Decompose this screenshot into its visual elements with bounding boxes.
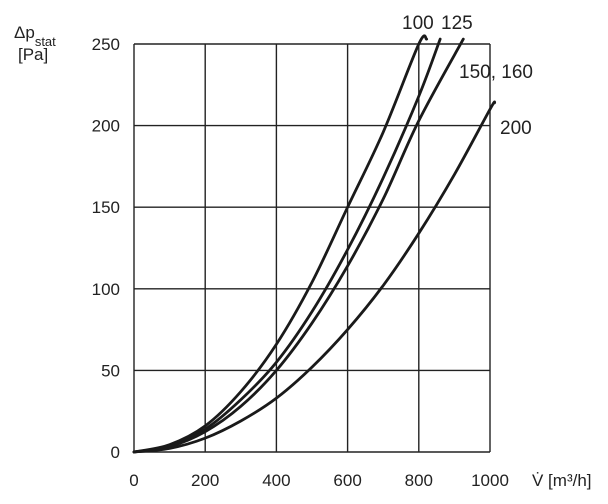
y-axis-label-symbol: Δp [14, 23, 35, 42]
x-tick-label-1: 200 [191, 471, 219, 490]
tick-labels: 0 200 400 600 800 1000 0 50 100 150 200 250 [92, 35, 509, 490]
y-axis-label-subscript: stat [35, 34, 56, 49]
x-axis-label: V̇ [m³/h] [532, 471, 592, 490]
curve-1 [132, 37, 442, 454]
y-tick-label-5: 250 [92, 35, 120, 54]
y-tick-label-1: 50 [101, 361, 120, 380]
x-tick-label-3: 600 [333, 471, 361, 490]
x-tick-label-5: 1000 [471, 471, 509, 490]
series-label-0: 100 [402, 13, 434, 34]
x-tick-label-0: 0 [129, 471, 138, 490]
x-tick-label-4: 800 [405, 471, 433, 490]
curve-0 [132, 34, 429, 454]
x-tick-label-2: 400 [262, 471, 290, 490]
series-label-1: 125 [441, 13, 473, 34]
y-tick-label-3: 150 [92, 198, 120, 217]
series-label-2: 150, 160 [459, 62, 533, 83]
grid [133, 43, 491, 453]
y-tick-label-0: 0 [111, 443, 120, 462]
y-tick-label-4: 200 [92, 117, 120, 136]
y-tick-label-2: 100 [92, 280, 120, 299]
y-axis-label: Δpstat [14, 23, 56, 49]
curve-3 [132, 100, 497, 454]
curves: 100 125 150, 160 200 [132, 13, 533, 454]
y-axis-unit: [Pa] [18, 45, 48, 64]
series-label-3: 200 [500, 118, 532, 139]
curve-2 [132, 37, 465, 454]
